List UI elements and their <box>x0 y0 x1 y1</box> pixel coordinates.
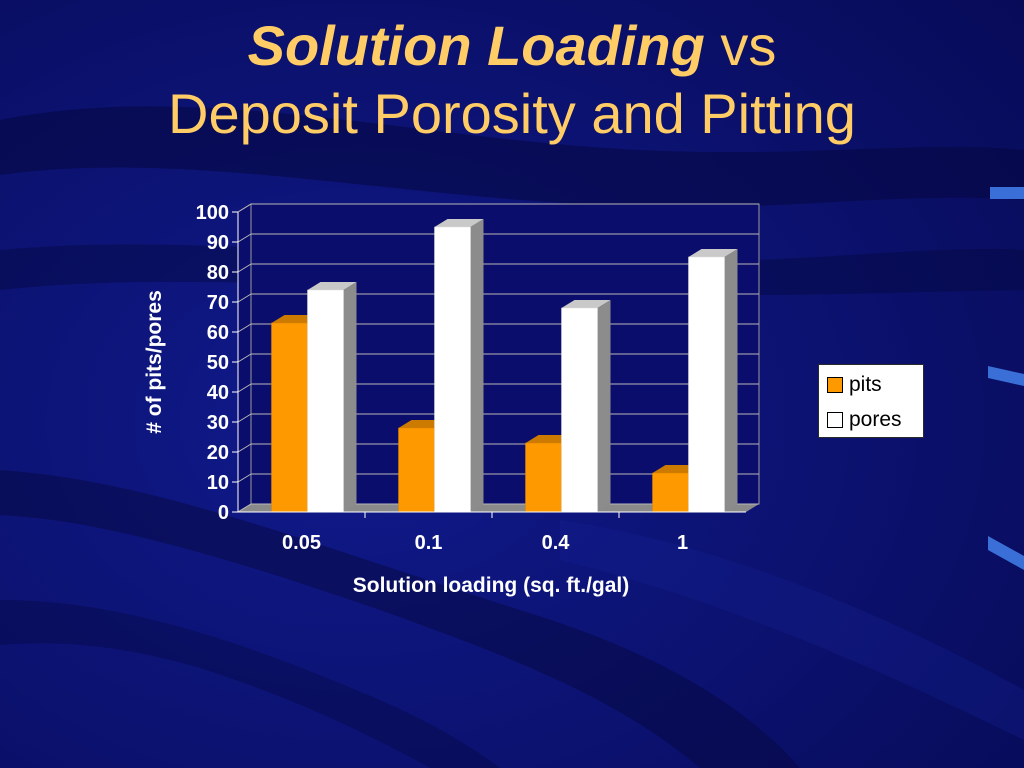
x-tick-label: 0.1 <box>415 532 443 554</box>
gridline-side <box>237 233 252 243</box>
bar-pores-0.4-top <box>561 300 611 308</box>
x-tick-label: 0.4 <box>542 532 571 554</box>
legend-item-pits: pits <box>827 372 882 398</box>
bar-pores-0.1 <box>434 226 471 513</box>
background-swoosh <box>0 600 500 768</box>
gridline-side <box>237 383 252 393</box>
bar-pores-0.05 <box>307 289 344 513</box>
edge-marker <box>990 187 1024 199</box>
gridline-side <box>237 503 252 513</box>
title-rest: vs <box>720 14 777 77</box>
title-line-2: Deposit Porosity and Pitting <box>168 82 856 146</box>
gridline-side <box>237 413 252 423</box>
gridline-side <box>237 473 252 483</box>
x-tick-label: 1 <box>677 532 688 554</box>
bar-pits-0.05 <box>271 322 308 513</box>
y-tick-label: 60 <box>207 322 229 344</box>
plot-floor <box>238 504 759 512</box>
bar-pores-0.1-side <box>470 219 484 512</box>
bar-pores-1-top <box>688 249 738 257</box>
background-swoosh <box>0 106 1024 208</box>
y-tick-label: 40 <box>207 382 229 404</box>
bar-pores-1 <box>688 256 725 513</box>
slide-title: Solution Loading vs Deposit Porosity and… <box>0 12 1024 149</box>
bar-pits-0.4 <box>525 442 562 513</box>
bar-pores-0.1-top <box>434 219 484 227</box>
y-tick-label: 20 <box>207 442 229 464</box>
y-tick-label: 80 <box>207 262 229 284</box>
y-tick-label: 90 <box>207 232 229 254</box>
legend-swatch-pores <box>827 412 843 428</box>
legend-label-pits: pits <box>849 373 882 396</box>
y-tick-label: 70 <box>207 292 229 314</box>
bar-pores-1-side <box>724 249 738 512</box>
bar-pores-0.05-side <box>343 282 357 512</box>
bar-pits-1 <box>652 472 689 513</box>
background-swoosh <box>560 520 1024 740</box>
title-line-1: Solution Loading vs <box>0 12 1024 80</box>
bar-pores-0.4 <box>561 307 598 513</box>
bar-pores-0.05-top <box>307 282 357 290</box>
gridline-side <box>237 353 252 363</box>
edge-marker <box>988 366 1024 386</box>
gridline-side <box>237 203 252 213</box>
gridline-side <box>237 443 252 453</box>
legend-item-pores: pores <box>827 407 902 433</box>
y-tick-label: 100 <box>196 202 229 224</box>
background-swoosh <box>0 470 800 768</box>
bar-pores-0.4-side <box>597 300 611 512</box>
legend-label-pores: pores <box>849 408 902 431</box>
y-tick-label: 50 <box>207 352 229 374</box>
y-tick-label: 10 <box>207 472 229 494</box>
edge-marker <box>988 536 1024 570</box>
gridline-side <box>237 293 252 303</box>
title-italic: Solution Loading <box>247 14 705 77</box>
y-tick-label: 30 <box>207 412 229 434</box>
gridline-side <box>237 323 252 333</box>
y-axis-title: # of pits/pores <box>143 290 166 434</box>
y-tick-label: 0 <box>218 502 229 524</box>
gridline-side <box>237 263 252 273</box>
legend-swatch-pits <box>827 377 843 393</box>
bar-pits-0.1 <box>398 427 435 513</box>
x-axis-title: Solution loading (sq. ft./gal) <box>353 574 629 597</box>
chart-legend: pits pores <box>818 364 924 438</box>
x-tick-label: 0.05 <box>282 532 321 554</box>
